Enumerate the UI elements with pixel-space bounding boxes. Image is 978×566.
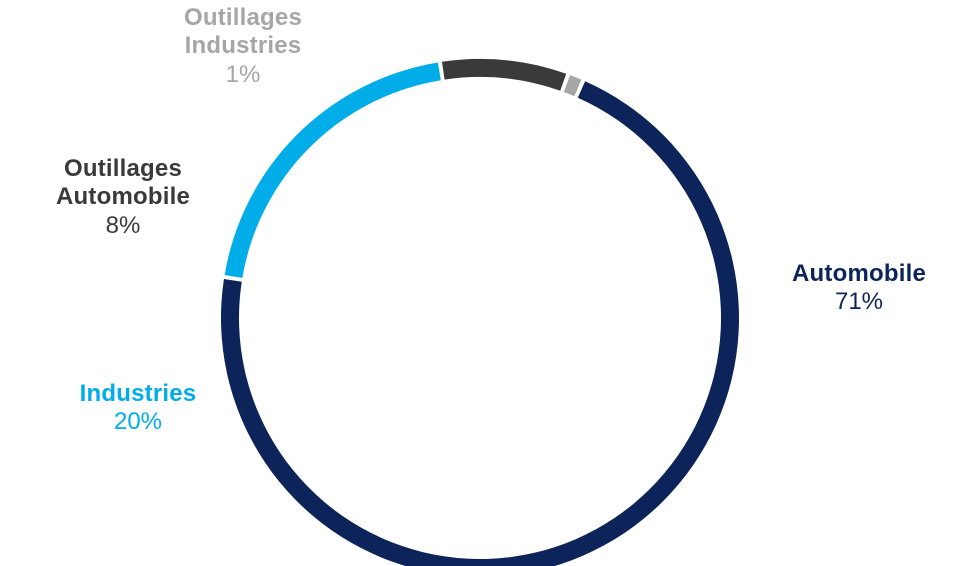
- slice-outillages-industries: [563, 75, 582, 97]
- slice-label-automobile: Automobile 71%: [766, 260, 952, 317]
- slice-value-outillages-industries: 1%: [225, 60, 261, 88]
- slice-value-industries: 20%: [113, 408, 163, 436]
- donut-ring: [221, 59, 739, 566]
- slice-industries: [224, 62, 441, 279]
- slice-name-automobile: Automobile: [792, 260, 926, 287]
- slice-name-outillages-automobile-line1: Outillages: [63, 155, 183, 182]
- slice-name-outillages-automobile-line2: Automobile: [56, 183, 190, 211]
- slice-outillages-automobile: [441, 59, 567, 91]
- slice-value-automobile: 71%: [834, 288, 884, 316]
- slice-name-outillages-industries-line1: Outillages: [183, 4, 303, 31]
- slice-label-outillages-industries: Outillages Industries 1%: [150, 4, 336, 89]
- slice-value-outillages-automobile: 8%: [105, 211, 141, 239]
- slice-name-industries: Industries: [79, 380, 197, 407]
- slice-label-industries: Industries 20%: [52, 380, 224, 437]
- slice-label-outillages-automobile: Outillages Automobile 8%: [18, 155, 228, 240]
- slice-name-outillages-industries-line2: Industries: [184, 32, 302, 60]
